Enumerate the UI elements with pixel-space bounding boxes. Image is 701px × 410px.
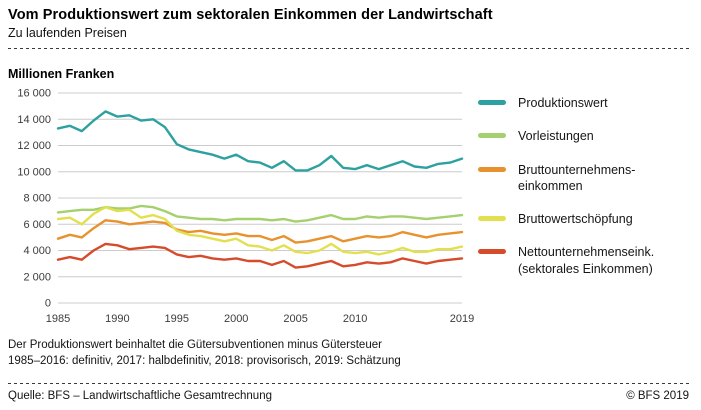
- legend-item-label: Bruttounternehmens- einkommen: [518, 162, 636, 193]
- y-tick-label: 14 000: [17, 114, 51, 126]
- legend-swatch: [478, 216, 506, 221]
- line-chart: 0 2 000 4 000 6 000 8 000 10 000 12 000 14 000 1…: [17, 88, 474, 326]
- chart-area: 0 2 000 4 000 6 000 8 000 10 000 12 000 14 000 1…: [8, 85, 689, 331]
- footer: Quelle: BFS – Landwirtschaftliche Gesamt…: [8, 390, 689, 402]
- y-tick-label: 16 000: [17, 88, 51, 100]
- legend-item: Bruttounternehmens- einkommen: [478, 162, 654, 195]
- y-tick-label: 8 000: [23, 193, 51, 205]
- page-title: Vom Produktionswert zum sektoralen Einko…: [8, 7, 493, 23]
- page-subtitle: Zu laufenden Preisen: [8, 26, 127, 40]
- series-line: [56, 242, 464, 269]
- x-tick-label: 2005: [283, 313, 307, 325]
- legend-swatch: [478, 249, 506, 255]
- footer-divider: [8, 383, 689, 384]
- legend-swatch: [478, 100, 506, 105]
- footnotes: Der Produktionswert beinhaltet die Güter…: [8, 337, 689, 370]
- source-label: Quelle: BFS – Landwirtschaftliche Gesamt…: [8, 390, 272, 402]
- legend: Produktionswert Vorleistungen Bruttountern…: [478, 85, 654, 277]
- x-tick-label: 1990: [105, 313, 129, 325]
- unit-label: Millionen Franken: [8, 67, 115, 81]
- legend-swatch: [478, 166, 506, 172]
- legend-item-label: Bruttowertschöpfung: [518, 212, 633, 226]
- x-tick-label: 2000: [224, 313, 248, 325]
- y-tick-label: 6 000: [23, 219, 51, 231]
- x-tick-label: 2010: [343, 313, 367, 325]
- legend-item: Vorleistungen: [478, 128, 654, 144]
- legend-item: Produktionswert: [478, 95, 654, 111]
- legend-item-label: Vorleistungen: [518, 129, 594, 144]
- legend-swatch: [478, 133, 506, 139]
- x-tick-label: 2019: [450, 313, 474, 325]
- x-tick-label: 1995: [165, 313, 189, 325]
- y-tick-label: 12 000: [17, 140, 51, 152]
- copyright-label: © BFS 2019: [626, 390, 689, 402]
- y-tick-label: 4 000: [23, 245, 51, 257]
- y-tick-label: 0: [45, 298, 51, 310]
- legend-item-label: Nettounternehmenseink. (sektorales Einko…: [518, 245, 655, 276]
- series-line: [56, 204, 464, 223]
- series-line: [56, 219, 464, 244]
- x-tick-label: 1985: [46, 313, 70, 325]
- y-tick-label: 10 000: [17, 166, 51, 178]
- footnote-line-1: Der Produktionswert beinhaltet die Güter…: [8, 339, 382, 351]
- legend-item: Bruttowertschöpfung: [478, 211, 654, 227]
- footnote-line-2: 1985–2016: definitiv, 2017: halbdefiniti…: [8, 355, 401, 368]
- legend-item-label: Produktionswert: [518, 96, 608, 110]
- y-tick-label: 2 000: [23, 271, 51, 283]
- series-line: [56, 110, 464, 172]
- header-divider: [8, 48, 689, 49]
- series-line: [56, 205, 464, 256]
- legend-item: Nettounternehmenseink. (sektorales Einko…: [478, 244, 654, 277]
